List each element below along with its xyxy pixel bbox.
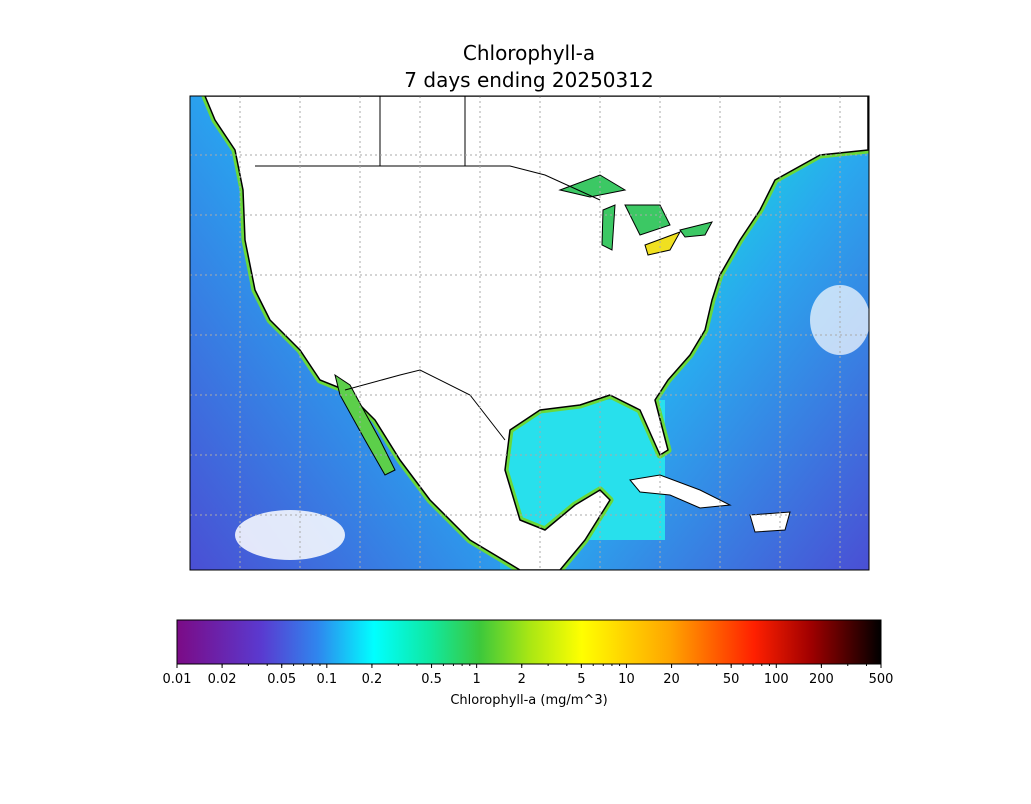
map-title: Chlorophyll-a xyxy=(463,41,595,65)
map-subtitle: 7 days ending 20250312 xyxy=(404,68,653,92)
cloud-gap xyxy=(810,285,869,355)
tick-label: 2 xyxy=(518,672,526,687)
map xyxy=(190,96,869,570)
tick-label: 0.01 xyxy=(163,672,192,687)
map-frame xyxy=(189,95,870,571)
tick-label: 0.02 xyxy=(208,672,237,687)
tick-label: 500 xyxy=(869,672,894,687)
tick-label: 0.05 xyxy=(267,672,296,687)
tick-label: 200 xyxy=(809,672,834,687)
tick-label: 1 xyxy=(472,672,480,687)
tick-label: 50 xyxy=(723,672,740,687)
graticule xyxy=(190,96,869,570)
tick-label: 5 xyxy=(577,672,585,687)
tick-label: 0.1 xyxy=(316,672,337,687)
colorbar-label: Chlorophyll-a (mg/m^3) xyxy=(450,693,607,708)
cloud-gap xyxy=(235,510,345,560)
gulf-of-california xyxy=(334,373,396,476)
tick-label: 0.2 xyxy=(362,672,383,687)
colorbar-gradient xyxy=(176,619,882,665)
colorbar: 0.01 0.02 0.05 0.1 0.2 0.5 1 2 5 10 20 50 100 200 500 xyxy=(163,619,894,687)
cuba xyxy=(629,474,732,509)
lake-huron xyxy=(624,204,671,236)
tick-label: 100 xyxy=(764,672,789,687)
lake-erie xyxy=(644,231,682,256)
tick-label: 0.5 xyxy=(421,672,442,687)
tick-label: 10 xyxy=(618,672,635,687)
borders xyxy=(255,96,601,441)
lake-ontario xyxy=(679,221,713,238)
tick-label: 20 xyxy=(663,672,680,687)
lake-michigan xyxy=(601,204,616,251)
lake-superior xyxy=(558,174,627,198)
